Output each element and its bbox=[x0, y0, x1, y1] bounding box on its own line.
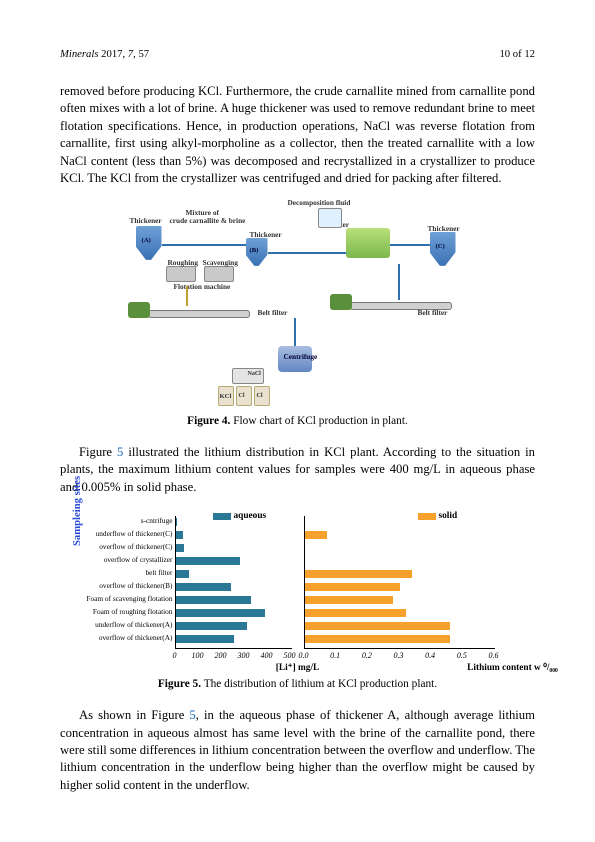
solid-tick: 0.0 bbox=[299, 650, 309, 661]
category-label: overflow of crystallizer bbox=[73, 555, 173, 565]
label-b: (B) bbox=[250, 246, 259, 255]
aqueous-bar bbox=[176, 596, 252, 604]
solid-bar bbox=[305, 583, 400, 591]
solid-bar bbox=[305, 609, 406, 617]
crystallizer-icon bbox=[346, 228, 390, 258]
belt-filter-1-icon bbox=[148, 310, 250, 318]
lithium-distribution-chart: Sampleing sites aqueous [Li⁺] mg/L s-cnt… bbox=[83, 506, 513, 671]
aqueous-tick: 0 bbox=[173, 650, 177, 661]
aqueous-tick: 300 bbox=[238, 650, 250, 661]
category-label: belt filter bbox=[73, 568, 173, 578]
page-number: 10 of 12 bbox=[499, 48, 535, 63]
label-roughing: Roughing bbox=[168, 258, 199, 268]
solid-bar bbox=[305, 570, 413, 578]
label-scavenging: Scavenging bbox=[203, 258, 238, 268]
aqueous-bar bbox=[176, 609, 266, 617]
figure-4-caption: Figure 4. Flow chart of KCl production i… bbox=[60, 414, 535, 430]
aqueous-bar bbox=[176, 531, 183, 539]
category-label: overflow of thickener(C) bbox=[73, 542, 173, 552]
solid-tick: 0.3 bbox=[394, 650, 404, 661]
solid-tick: 0.1 bbox=[330, 650, 340, 661]
category-label: underflow of thickener(C) bbox=[73, 529, 173, 539]
label-belt1: Belt filter bbox=[258, 308, 288, 318]
figure-5-caption: Figure 5. The distribution of lithium at… bbox=[60, 677, 535, 693]
solid-bar bbox=[305, 635, 451, 643]
paragraph-3: As shown in Figure 5, in the aqueous pha… bbox=[60, 707, 535, 794]
label-centrifuge: Centrifuge bbox=[284, 352, 318, 362]
label-flotation: Flotation machine bbox=[174, 282, 231, 292]
label-cl1: Cl bbox=[239, 392, 245, 400]
pipe-4 bbox=[186, 286, 188, 306]
category-label: underflow of thickener(A) bbox=[73, 620, 173, 630]
pipe-2 bbox=[268, 252, 346, 254]
solid-bar bbox=[305, 596, 394, 604]
scavenging-box-icon bbox=[204, 266, 234, 282]
water-tank-icon bbox=[318, 208, 342, 228]
pipe-5 bbox=[294, 318, 296, 346]
flowchart-diagram: Decomposition fluid Thickener Mixture of… bbox=[118, 198, 478, 408]
journal-ref: Minerals 2017, 7, 57 bbox=[60, 48, 149, 63]
label-a: (A) bbox=[142, 236, 151, 245]
aqueous-bars bbox=[175, 516, 292, 649]
aqueous-bar bbox=[176, 518, 178, 526]
belt-motor-1-icon bbox=[128, 302, 150, 318]
label-belt2: Belt filter bbox=[418, 308, 448, 318]
label-decomp: Decomposition fluid bbox=[288, 198, 351, 208]
solid-bars bbox=[304, 516, 495, 649]
roughing-box-icon bbox=[166, 266, 196, 282]
aqueous-bar bbox=[176, 570, 190, 578]
aqueous-bar bbox=[176, 557, 240, 565]
solid-panel: solid Lithium content w ⁰/₀₀₀ 0.00.10.20… bbox=[298, 506, 513, 671]
paragraph-1: removed before producing KCl. Furthermor… bbox=[60, 83, 535, 188]
solid-tick: 0.6 bbox=[489, 650, 499, 661]
label-c: (C) bbox=[436, 242, 445, 251]
solid-bar bbox=[305, 531, 327, 539]
pipe-6 bbox=[398, 264, 400, 300]
aqueous-bar bbox=[176, 635, 235, 643]
solid-tick: 0.4 bbox=[425, 650, 435, 661]
label-kcl: KCl bbox=[220, 392, 232, 401]
aqueous-tick: 200 bbox=[215, 650, 227, 661]
label-thickener-a: Thickener bbox=[130, 216, 162, 226]
label-mixture2: crude carnallite & brine bbox=[170, 216, 246, 226]
aqueous-tick: 500 bbox=[284, 650, 296, 661]
category-label: overflow of thickener(B) bbox=[73, 581, 173, 591]
label-nacl: NaCl bbox=[248, 370, 261, 378]
page-header: Minerals 2017, 7, 57 10 of 12 bbox=[60, 48, 535, 63]
belt-motor-2-icon bbox=[330, 294, 352, 310]
solid-bar bbox=[305, 622, 451, 630]
aqueous-tick: 100 bbox=[192, 650, 204, 661]
label-cl2: Cl bbox=[257, 392, 263, 400]
solid-tick: 0.2 bbox=[362, 650, 372, 661]
solid-tick: 0.5 bbox=[457, 650, 467, 661]
category-label: Foam of scavenging flotation bbox=[73, 594, 173, 604]
aqueous-panel: aqueous [Li⁺] mg/L s-cntrifugeunderflow … bbox=[83, 506, 298, 671]
pipe-3 bbox=[390, 244, 430, 246]
aqueous-bar bbox=[176, 622, 247, 630]
figure-4: Decomposition fluid Thickener Mixture of… bbox=[60, 198, 535, 408]
solid-xlabel: Lithium content w ⁰/₀₀₀ bbox=[405, 662, 595, 675]
figure-5: Sampleing sites aqueous [Li⁺] mg/L s-cnt… bbox=[60, 506, 535, 671]
category-label: overflow of thickener(A) bbox=[73, 633, 173, 643]
aqueous-tick: 400 bbox=[261, 650, 273, 661]
category-label: s-cntrifuge bbox=[73, 516, 173, 526]
paragraph-2: Figure 5 illustrated the lithium distrib… bbox=[60, 444, 535, 496]
aqueous-bar bbox=[176, 544, 184, 552]
aqueous-bar bbox=[176, 583, 231, 591]
category-label: Foam of roughing flotation bbox=[73, 607, 173, 617]
pipe-1 bbox=[162, 244, 246, 246]
